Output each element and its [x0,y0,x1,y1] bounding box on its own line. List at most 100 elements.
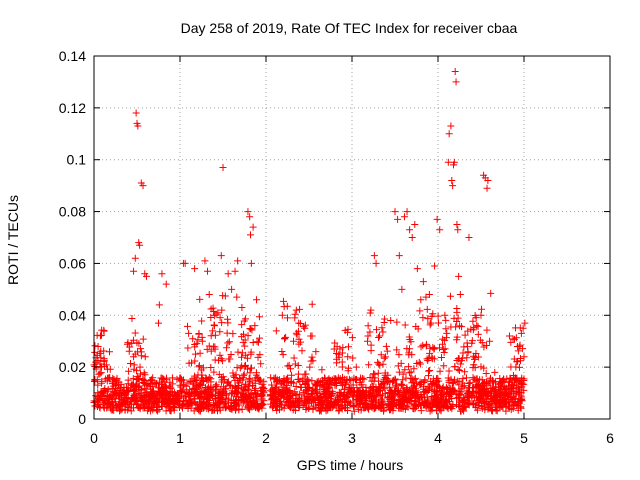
data-point [278,311,286,319]
data-point [277,380,285,388]
data-point [106,348,114,356]
data-point [194,371,202,379]
data-point [195,362,203,370]
data-point [96,370,104,378]
data-point [471,364,479,372]
data-point [424,315,432,323]
data-point [256,334,264,342]
data-point [246,379,254,387]
data-point [349,354,357,362]
data-point [291,310,299,318]
data-point [406,226,414,234]
data-point [227,403,235,411]
data-point [403,345,411,353]
data-point [141,353,149,361]
data-point [460,382,468,390]
data-point [468,337,476,345]
data-point [487,388,495,396]
data-point [143,389,151,397]
data-point [113,374,121,382]
data-point [302,387,310,395]
data-point [198,317,206,325]
data-point [214,309,222,317]
data-point [241,380,249,388]
grid [94,56,610,419]
data-point [454,226,462,234]
x-axis-label: GPS time / hours [297,457,404,473]
data-point [354,395,362,403]
data-point [405,369,413,377]
data-point [441,345,449,353]
data-point [460,403,468,411]
data-point [205,342,213,350]
data-point [223,329,231,337]
data-point [91,348,99,356]
data-point [160,400,168,408]
data-point [456,398,464,406]
data-point [383,347,391,355]
data-point [484,176,492,184]
data-point [229,369,237,377]
data-point [503,392,511,400]
data-point [303,396,311,404]
data-point [436,395,444,403]
data-point [474,406,482,414]
data-point [372,383,380,391]
data-point [247,259,255,267]
data-point [470,324,478,332]
data-point [290,354,298,362]
data-point [115,395,123,403]
data-point [315,401,323,409]
x-tick-label: 5 [520,430,528,446]
data-point [359,374,367,382]
data-point [162,280,170,288]
data-point [422,387,430,395]
data-point [437,407,445,415]
data-point [463,354,471,362]
data-point [298,347,306,355]
data-point [413,265,421,273]
data-point [443,329,451,337]
data-point [213,407,221,415]
data-point [457,407,465,415]
data-point [285,361,293,369]
data-point [482,342,490,350]
data-point [344,353,352,361]
data-point [459,383,467,391]
data-point [494,392,502,400]
data-point [446,292,454,300]
data-point [249,223,257,231]
x-tick-label: 0 [90,430,98,446]
data-point [410,405,418,413]
data-point [517,354,525,362]
data-point [293,391,301,399]
data-point [240,395,248,403]
data-point [333,343,341,351]
data-point [465,234,473,241]
data-point [166,390,174,398]
data-point [120,389,128,397]
data-point [288,371,296,379]
data-point [257,376,265,384]
data-point [270,374,278,382]
data-point [502,389,510,397]
data-point [240,370,248,378]
data-point [382,353,390,361]
data-point [520,353,528,361]
data-point [412,380,420,388]
data-point [369,370,377,378]
data-point [388,402,396,410]
data-point [510,381,518,389]
data-point [216,351,224,359]
data-point [286,402,294,410]
data-point [514,384,522,392]
data-point [268,394,276,402]
data-point [228,387,236,395]
data-point [302,396,310,404]
data-point [199,403,207,411]
data-point [104,385,112,393]
data-point [231,374,239,382]
data-point [292,306,300,314]
data-point [470,389,478,397]
